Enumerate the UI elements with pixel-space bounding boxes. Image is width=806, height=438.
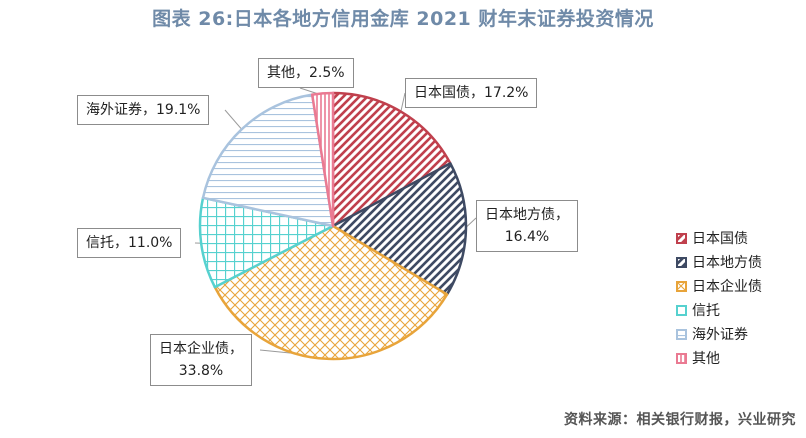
legend-item-2: 日本企业债: [676, 274, 762, 298]
legend-item-5: 其他: [676, 346, 762, 370]
data-label-line: 16.4%: [504, 229, 550, 245]
pie-slice-4: [201, 93, 335, 228]
legend-label: 海外证券: [692, 327, 748, 343]
leader-line-0: [399, 92, 406, 114]
legend-label: 日本地方债: [692, 255, 762, 271]
source-note: 资料来源：相关银行财报，兴业研究: [564, 412, 796, 428]
legend: 日本国债日本地方债日本企业债信托海外证券其他: [676, 226, 762, 370]
legend-label: 日本企业债: [692, 279, 762, 295]
chart-title: 图表 26:日本各地方信用金库 2021 财年末证券投资情况: [152, 8, 654, 30]
legend-label: 日本国债: [692, 231, 748, 247]
legend-swatch: [676, 256, 687, 268]
data-label-4: 海外证券，19.1%: [77, 95, 210, 125]
legend-item-0: 日本国债: [676, 226, 762, 250]
legend-item-1: 日本地方债: [676, 250, 762, 274]
pie-slices: [198, 91, 468, 361]
pie-slice-5: [310, 91, 335, 228]
pie-slice-3: [198, 196, 335, 289]
legend-swatch: [676, 352, 687, 364]
pie-slice-2: [213, 224, 449, 361]
data-label-line: 海外证券，19.1%: [86, 102, 201, 118]
legend-label: 其他: [692, 351, 720, 367]
leader-line-4: [224, 109, 244, 132]
legend-swatch: [676, 304, 687, 316]
data-label-5: 其他，2.5%: [258, 58, 354, 88]
legend-item-3: 信托: [676, 298, 762, 322]
legend-swatch: [676, 232, 687, 244]
data-label-0: 日本国债，17.2%: [405, 78, 538, 108]
pie-slice-0: [331, 91, 452, 228]
data-label-line: 日本企业债，: [159, 341, 243, 357]
data-label-3: 信托，11.0%: [77, 228, 182, 258]
data-label-line: 信托，11.0%: [86, 235, 173, 251]
data-label-2: 日本企业债， 33.8%: [150, 334, 252, 386]
legend-item-4: 海外证券: [676, 322, 762, 346]
legend-swatch: [676, 280, 687, 292]
data-label-line: 其他，2.5%: [267, 65, 345, 81]
pie-slice-1: [331, 162, 468, 296]
legend-swatch: [676, 328, 687, 340]
data-label-1: 日本地方债， 16.4%: [476, 200, 578, 252]
legend-label: 信托: [692, 303, 720, 319]
data-label-line: 日本国债，17.2%: [414, 85, 529, 101]
data-label-line: 33.8%: [178, 363, 224, 379]
data-label-line: 日本地方债，: [485, 207, 569, 223]
